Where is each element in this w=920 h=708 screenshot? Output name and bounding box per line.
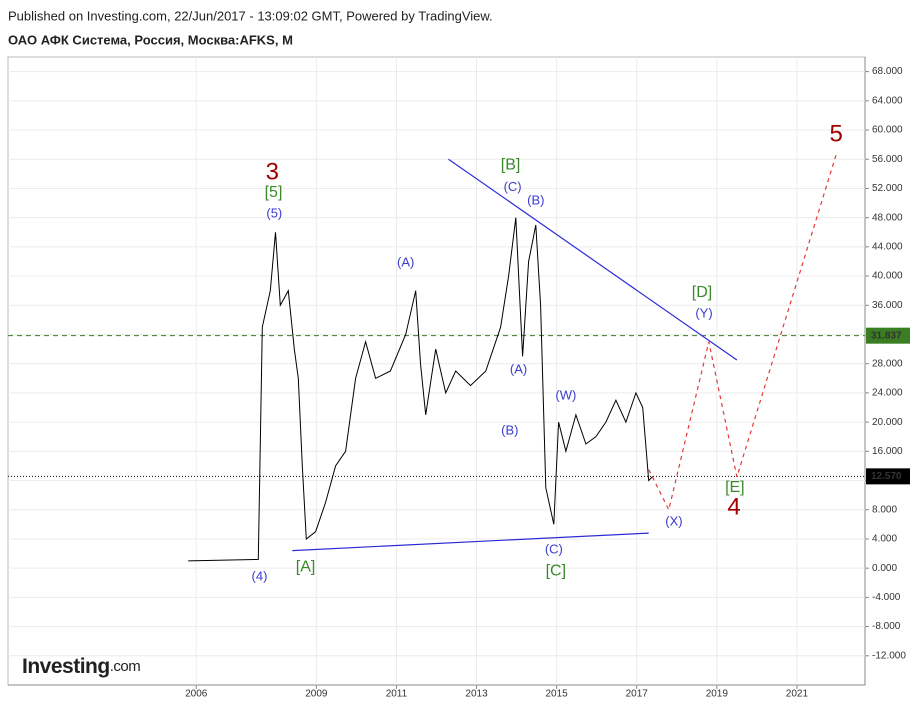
y-tick-label: 24.000 <box>872 388 903 399</box>
wave-label: (5) <box>266 205 282 220</box>
wave-label: 5 <box>829 120 842 147</box>
wave-label: 3 <box>266 158 279 185</box>
logo-brand: Investing <box>22 655 110 678</box>
level-box <box>866 327 910 344</box>
x-tick-label: 2021 <box>786 689 809 700</box>
trendline <box>448 158 738 361</box>
y-tick-label: 16.000 <box>872 446 903 457</box>
x-tick-label: 2013 <box>465 689 488 700</box>
y-tick-label: 64.000 <box>872 95 903 106</box>
wave-label: (C) <box>504 179 522 194</box>
symbol: ОАО АФК Система, Россия, Москва:AFKS, M <box>8 32 293 47</box>
x-tick-label: 2017 <box>626 689 649 700</box>
wave-label: 4 <box>727 494 740 521</box>
wave-label: (C) <box>545 541 563 556</box>
wave-label: [A] <box>296 559 316 576</box>
y-tick-label: 60.000 <box>872 125 903 136</box>
wave-label: [E] <box>725 479 745 496</box>
projection-line <box>648 151 838 512</box>
y-tick-label: 56.000 <box>872 154 903 165</box>
wave-label: (W) <box>555 387 576 402</box>
wave-label: [B] <box>501 156 521 173</box>
y-tick-label: -12.000 <box>872 650 906 661</box>
y-tick-label: 0.000 <box>872 563 897 574</box>
trendline <box>292 532 649 552</box>
y-tick-label: 20.000 <box>872 417 903 428</box>
x-tick-label: 2015 <box>546 689 569 700</box>
y-tick-label: 28.000 <box>872 358 903 369</box>
y-tick-label: 48.000 <box>872 212 903 223</box>
y-tick-label: 52.000 <box>872 183 903 194</box>
level-label: 12.570 <box>871 471 902 482</box>
published: Published on Investing.com, 22/Jun/2017 … <box>8 8 493 23</box>
x-tick-label: 2011 <box>386 689 408 700</box>
y-tick-label: 36.000 <box>872 300 903 311</box>
logo: Investing.com <box>22 655 140 678</box>
x-tick-label: 2006 <box>185 689 208 700</box>
y-tick-label: 8.000 <box>872 504 897 515</box>
wave-label: (4) <box>252 568 268 583</box>
level-label: 31.837 <box>871 330 902 341</box>
wave-label: (X) <box>665 514 682 529</box>
plot-frame <box>7 56 866 686</box>
y-tick-label: 44.000 <box>872 242 903 253</box>
logo-suffix: .com <box>110 658 141 675</box>
level-box <box>866 468 910 485</box>
price-line <box>188 217 654 562</box>
wave-label: [5] <box>265 184 283 201</box>
y-tick-label: -4.000 <box>872 592 901 603</box>
wave-label: (B) <box>527 192 544 207</box>
y-tick-label: -8.000 <box>872 621 901 632</box>
wave-label: [D] <box>692 284 712 301</box>
x-tick-label: 2009 <box>305 689 328 700</box>
wave-label: (B) <box>501 422 518 437</box>
y-tick-label: 4.000 <box>872 534 897 545</box>
wave-label: (A) <box>397 254 414 269</box>
wave-label: (Y) <box>695 305 712 320</box>
x-tick-label: 2019 <box>706 689 729 700</box>
wave-label: (A) <box>510 362 527 377</box>
wave-label: [C] <box>546 562 566 579</box>
y-tick-label: 68.000 <box>872 66 903 77</box>
y-tick-label: 40.000 <box>872 271 903 282</box>
